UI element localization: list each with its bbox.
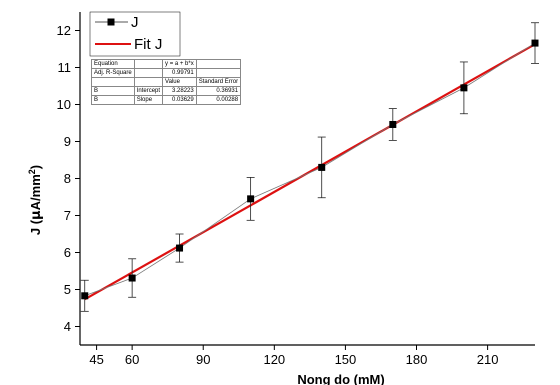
- y-tick-label: 11: [58, 60, 72, 75]
- data-layer: [80, 22, 539, 312]
- y-tick-label: 12: [57, 23, 71, 38]
- x-tick-label: 210: [477, 352, 499, 367]
- row-value: 3.28223: [162, 86, 197, 96]
- row-value: 0.03629: [162, 95, 197, 105]
- x-tick-label: 150: [335, 352, 357, 367]
- row-col1: B: [91, 86, 135, 96]
- table-cell: [133, 68, 164, 78]
- x-tick-label: 45: [89, 352, 103, 367]
- data-series-line: [84, 42, 536, 297]
- equation-label: Equation: [91, 59, 135, 69]
- row-error: 0.00288: [195, 95, 242, 105]
- table-cell: [195, 59, 242, 69]
- y-tick-label: 7: [64, 208, 71, 223]
- row-col2: Intercept: [133, 86, 164, 96]
- data-point: [176, 244, 184, 252]
- legend-label-fit: Fit J: [134, 36, 162, 53]
- table-row: B Intercept 3.28223 0.36931: [91, 86, 242, 96]
- data-point: [247, 195, 255, 203]
- row-col1: B: [91, 95, 135, 105]
- x-tick-label: 120: [263, 352, 285, 367]
- legend-marker-j: [107, 18, 115, 26]
- table-cell: [133, 59, 164, 69]
- data-point: [389, 120, 397, 128]
- axes-layer: [75, 12, 535, 350]
- data-point: [81, 292, 89, 300]
- data-point: [531, 39, 539, 47]
- table-cell: [195, 68, 242, 78]
- y-tick-label: 10: [57, 97, 71, 112]
- table-row: Adj. R-Square 0.99791: [91, 68, 242, 78]
- data-point: [128, 274, 136, 282]
- row-error: 0.36931: [195, 86, 242, 96]
- x-tick-label: 180: [406, 352, 428, 367]
- header-value: Value: [162, 77, 197, 87]
- table-cell: [91, 77, 135, 87]
- legend-box: [89, 11, 181, 57]
- fit-line-layer: [84, 43, 536, 301]
- y-tick-label: 6: [64, 245, 71, 260]
- table-row: Value Standard Error: [91, 77, 242, 87]
- data-point: [318, 163, 326, 171]
- fit-line: [84, 43, 536, 301]
- equation-value: y = a + b*x: [162, 59, 197, 69]
- legend-label-j: J: [131, 14, 139, 31]
- x-tick-label: 90: [196, 352, 210, 367]
- x-axis-title: Nong do (mM): [297, 372, 384, 385]
- y-tick-label: 5: [64, 282, 71, 297]
- table-cell: [133, 77, 164, 87]
- y-tick-label: 9: [64, 134, 71, 149]
- table-row: B Slope 0.03629 0.00288: [91, 95, 242, 105]
- data-point: [460, 84, 468, 92]
- x-tick-label: 60: [125, 352, 139, 367]
- y-tick-label: 4: [64, 319, 71, 334]
- y-axis-title: J (μA/mm2): [27, 165, 44, 235]
- y-tick-label: 8: [64, 171, 71, 186]
- rsq-value: 0.99791: [162, 68, 197, 78]
- rsq-label: Adj. R-Square: [91, 68, 135, 78]
- fit-parameters-table: Equation y = a + b*x Adj. R-Square 0.997…: [91, 59, 242, 105]
- legend: J Fit J: [89, 11, 181, 57]
- header-error: Standard Error: [195, 77, 242, 87]
- table-row: Equation y = a + b*x: [91, 59, 242, 69]
- row-col2: Slope: [133, 95, 164, 105]
